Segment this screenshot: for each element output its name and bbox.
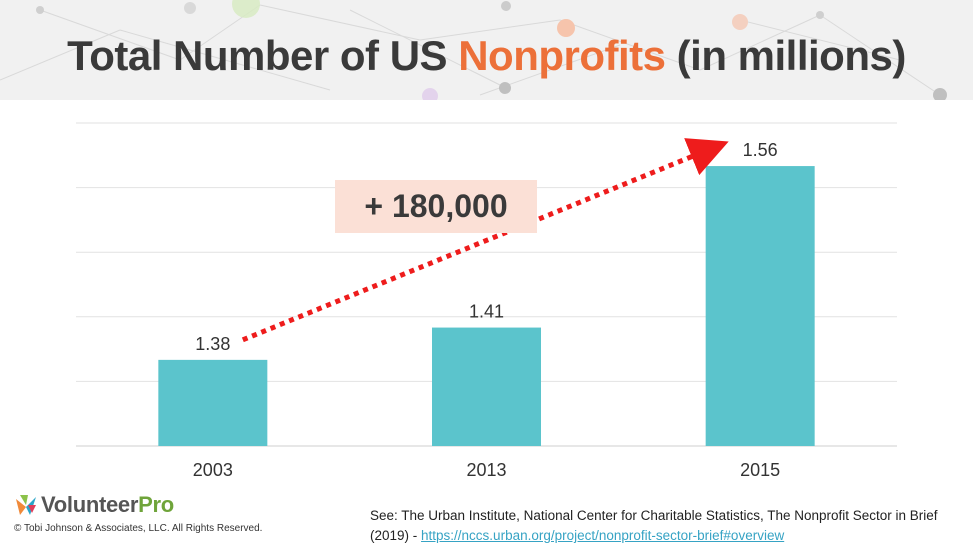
trend-arrow-icon: [241, 138, 729, 343]
copyright-notice: © Tobi Johnson & Associates, LLC. All Ri…: [14, 523, 263, 534]
x-tick-label-2015: 2015: [740, 460, 780, 480]
source-link[interactable]: https://nccs.urban.org/project/nonprofit…: [421, 528, 785, 543]
x-tick-label-2003: 2003: [193, 460, 233, 480]
source-citation: See: The Urban Institute, National Cente…: [370, 506, 960, 546]
data-label-2015: 1.56: [743, 140, 778, 160]
title-highlight: Nonprofits: [458, 32, 666, 79]
bar-2013: [432, 327, 541, 446]
data-label-2013: 1.41: [469, 302, 504, 322]
title-suffix: (in millions): [665, 32, 907, 79]
bar-2015: [705, 166, 815, 447]
page-title: Total Number of US Nonprofits (in millio…: [0, 32, 973, 80]
volunteerpro-logo: VolunteerPro: [14, 492, 174, 518]
logo-main-text: Volunteer: [41, 492, 139, 517]
x-tick-label-2013: 2013: [466, 460, 506, 480]
data-label-2003: 1.38: [195, 334, 230, 354]
source-text: See: The Urban Institute, National Cente…: [370, 508, 938, 543]
logo-accent-text: Pro: [138, 492, 174, 517]
logo-wordmark: VolunteerPro: [41, 492, 174, 518]
bar-chart: 1.38 2003 1.41 2013 1.56 2015: [76, 122, 897, 480]
title-prefix: Total Number of US: [67, 32, 459, 79]
volunteerpro-logo-icon: [16, 495, 36, 515]
header-background: [0, 0, 973, 100]
increase-callout: + 180,000: [335, 180, 537, 233]
network-pattern: [0, 0, 947, 100]
bar-2003: [158, 359, 268, 446]
